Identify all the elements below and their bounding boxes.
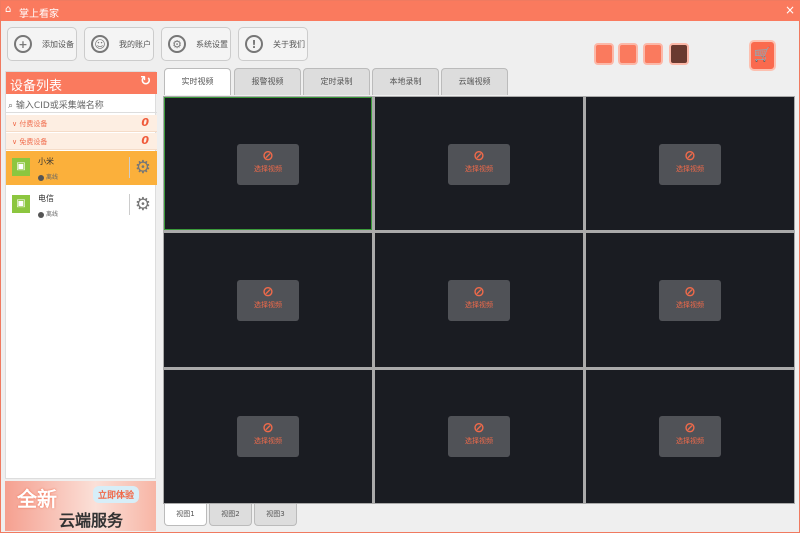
device-sidebar: 设备列表 ↻ ⌕ 输入CID或采集端名称 ∨ 付费设备 0 ∨ 免费设备 0 ▣ 小米 离线… [5, 71, 157, 479]
device-search-input[interactable]: ⌕ 输入CID或采集端名称 [6, 95, 157, 113]
toolbar-button-2[interactable]: ⚙ 系统设置 [161, 27, 231, 61]
camera-add-icon: ⊘ [262, 420, 274, 437]
device-group[interactable]: ∨ 免费设备 0 [6, 133, 157, 150]
gear-icon: ⚙ [168, 35, 186, 53]
banner-line2: 云端服务 [59, 511, 124, 530]
group-count: 0 [141, 134, 149, 147]
select-video-label: 选择视频 [465, 300, 493, 309]
select-video-label: 选择视频 [676, 300, 704, 309]
quad-layout-icon[interactable] [643, 43, 663, 65]
video-cell[interactable]: ⊘ 选择视频 [375, 233, 583, 367]
camera-add-icon: ⊘ [262, 147, 274, 164]
device-name: 电信 [38, 194, 54, 203]
select-video-button[interactable]: ⊘ 选择视频 [659, 416, 721, 458]
android-icon: ▣ [12, 195, 30, 213]
shop-cart-button[interactable]: 🛒 [749, 40, 776, 71]
nine-layout-icon[interactable] [669, 43, 689, 65]
select-video-button[interactable]: ⊘ 选择视频 [659, 279, 721, 321]
camera-add-icon: ⊘ [473, 147, 485, 164]
device-settings-icon[interactable]: ⚙ [128, 194, 151, 215]
video-cell[interactable]: ⊘ 选择视频 [375, 369, 583, 503]
device-settings-icon[interactable]: ⚙ [128, 157, 151, 178]
toolbar-button-0[interactable]: + 添加设备 [7, 27, 77, 61]
view-tab-0[interactable]: 视图1 [164, 504, 207, 526]
video-cell[interactable]: ⊘ 选择视频 [586, 97, 794, 231]
device-status: 离线 [38, 172, 58, 181]
camera-add-icon: ⊘ [684, 147, 696, 164]
toolbar-label: 我的账户 [119, 39, 151, 49]
toolbar-button-1[interactable]: ☺ 我的账户 [84, 27, 154, 61]
single-layout-icon[interactable] [618, 43, 638, 65]
video-cell[interactable]: ⊘ 选择视频 [164, 97, 372, 231]
group-count: 0 [141, 116, 149, 129]
try-now-button[interactable]: 立即体验 [93, 486, 140, 503]
select-video-button[interactable]: ⊘ 选择视频 [659, 143, 721, 185]
select-video-label: 选择视频 [465, 437, 493, 446]
android-icon: ▣ [12, 158, 30, 176]
view-tab-1[interactable]: 视图2 [209, 504, 252, 526]
camera-add-icon: ⊘ [473, 420, 485, 437]
select-video-label: 选择视频 [254, 164, 282, 173]
select-video-label: 选择视频 [676, 164, 704, 173]
device-item[interactable]: ▣ 电信离线 ⚙ [6, 188, 157, 222]
info-icon: ! [245, 35, 263, 53]
select-video-button[interactable]: ⊘ 选择视频 [237, 143, 299, 185]
device-name: 小米 [38, 157, 54, 166]
select-video-label: 选择视频 [254, 437, 282, 446]
video-cell[interactable]: ⊘ 选择视频 [375, 97, 583, 231]
tab-3[interactable]: 本地录制 [372, 68, 439, 95]
select-video-label: 选择视频 [465, 164, 493, 173]
device-group[interactable]: ∨ 付费设备 0 [6, 115, 157, 132]
search-placeholder: 输入CID或采集端名称 [15, 101, 104, 111]
camera-add-icon: ⊘ [262, 283, 274, 300]
fullscreen-layout-icon[interactable] [594, 43, 614, 65]
title-bar: ⌂ 掌上看家 × [1, 1, 800, 21]
video-grid: ⊘ 选择视频 ⊘ 选择视频 ⊘ 选择视频 ⊘ 选择视频 ⊘ 选择视频 ⊘ 选择视频 ⊘ 选择视频 ⊘ 选择视频… [163, 96, 795, 504]
camera-add-icon: ⊘ [684, 283, 696, 300]
cloud-service-banner[interactable]: 全新 云端服务 立即体验 [5, 481, 156, 531]
camera-add-icon: ⊘ [684, 420, 696, 437]
plus-icon: + [14, 35, 32, 53]
select-video-button[interactable]: ⊘ 选择视频 [448, 416, 510, 458]
group-label: 免费设备 [19, 138, 48, 146]
toolbar-label: 关于我们 [273, 39, 305, 49]
cart-icon: 🛒 [753, 47, 772, 63]
sidebar-header: 设备列表 ↻ [6, 72, 157, 94]
select-video-button[interactable]: ⊘ 选择视频 [237, 416, 299, 458]
video-cell[interactable]: ⊘ 选择视频 [586, 233, 794, 367]
refresh-icon[interactable]: ↻ [140, 74, 151, 89]
toolbar-label: 添加设备 [42, 39, 74, 49]
home-icon: ⌂ [5, 4, 12, 15]
tab-1[interactable]: 报警视频 [234, 68, 301, 95]
select-video-button[interactable]: ⊘ 选择视频 [448, 143, 510, 185]
toolbar-label: 系统设置 [196, 39, 228, 49]
device-item[interactable]: ▣ 小米离线 ⚙ [6, 151, 157, 185]
device-status: 离线 [38, 209, 58, 218]
sidebar-title: 设备列表 [10, 79, 63, 94]
group-label: 付费设备 [19, 120, 48, 128]
select-video-button[interactable]: ⊘ 选择视频 [448, 279, 510, 321]
select-video-label: 选择视频 [676, 437, 704, 446]
tab-2[interactable]: 定时录制 [303, 68, 370, 95]
tab-4[interactable]: 云端视频 [441, 68, 508, 95]
video-cell[interactable]: ⊘ 选择视频 [164, 369, 372, 503]
app-title: 掌上看家 [19, 9, 59, 20]
close-button[interactable]: × [784, 3, 795, 17]
tab-0[interactable]: 实时视频 [164, 68, 231, 95]
banner-line1: 全新 [17, 487, 57, 511]
video-cell[interactable]: ⊘ 选择视频 [586, 369, 794, 503]
camera-add-icon: ⊘ [473, 283, 485, 300]
select-video-label: 选择视频 [254, 300, 282, 309]
view-tab-2[interactable]: 视图3 [254, 504, 297, 526]
user-icon: ☺ [91, 35, 109, 53]
select-video-button[interactable]: ⊘ 选择视频 [237, 279, 299, 321]
toolbar-button-3[interactable]: ! 关于我们 [238, 27, 308, 61]
video-cell[interactable]: ⊘ 选择视频 [164, 233, 372, 367]
